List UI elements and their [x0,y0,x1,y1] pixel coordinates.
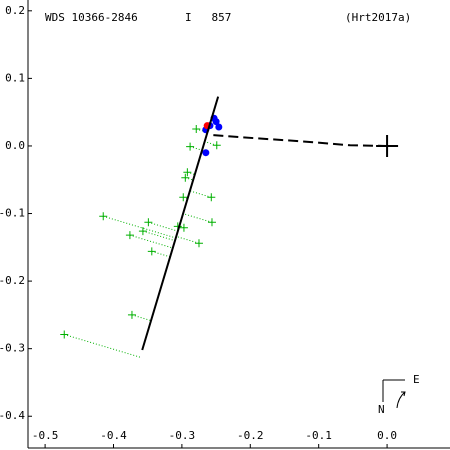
point [147,247,156,256]
compass-north-label: N [378,403,385,416]
point [202,149,210,157]
residual [151,250,171,258]
point [215,123,223,131]
y-tick-label: -0.2 [0,274,25,287]
point [179,223,188,232]
chart-subtitle: I 857 [185,11,231,24]
residual [129,234,173,249]
y-tick-label: 0.2 [5,4,25,17]
residual [64,334,141,358]
y-tick-label: -0.3 [0,342,25,355]
compass-east-label: E [413,373,420,386]
point [186,142,195,151]
residual [103,215,176,239]
residual [185,177,194,181]
residual [189,190,212,198]
y-tick-label: -0.1 [0,207,25,220]
point [138,227,147,236]
dashed-line [213,134,388,147]
residual [204,141,217,146]
point [181,173,190,182]
reference: (Hrt2017a) [345,11,411,24]
residual [142,230,176,242]
residual [187,171,195,176]
x-tick-label: 0.0 [377,429,397,442]
point [99,212,108,221]
chart-title: WDS 10366-2846 [45,11,138,24]
point [207,218,216,227]
x-tick-label: -0.4 [100,429,127,442]
x-tick-label: -0.1 [305,429,332,442]
point [212,141,221,150]
residual [182,213,213,223]
y-tick-label: 0.1 [5,71,25,84]
point [183,168,192,177]
y-tick-label: 0.0 [5,139,25,152]
point [60,330,69,339]
point [127,310,136,319]
x-tick-label: -0.5 [32,429,59,442]
point [192,125,201,134]
solid-line [141,96,220,351]
point [194,239,203,248]
residual [189,146,203,151]
point [207,193,216,202]
x-tick-label: -0.2 [237,429,264,442]
point [144,218,153,227]
compass-arrow [396,391,406,409]
residual [148,221,178,232]
y-tick-label: -0.4 [0,409,25,422]
residual [176,235,200,244]
point [179,193,188,202]
point [125,231,134,240]
residual [131,314,152,322]
point [212,118,220,126]
x-tick-label: -0.3 [169,429,196,442]
